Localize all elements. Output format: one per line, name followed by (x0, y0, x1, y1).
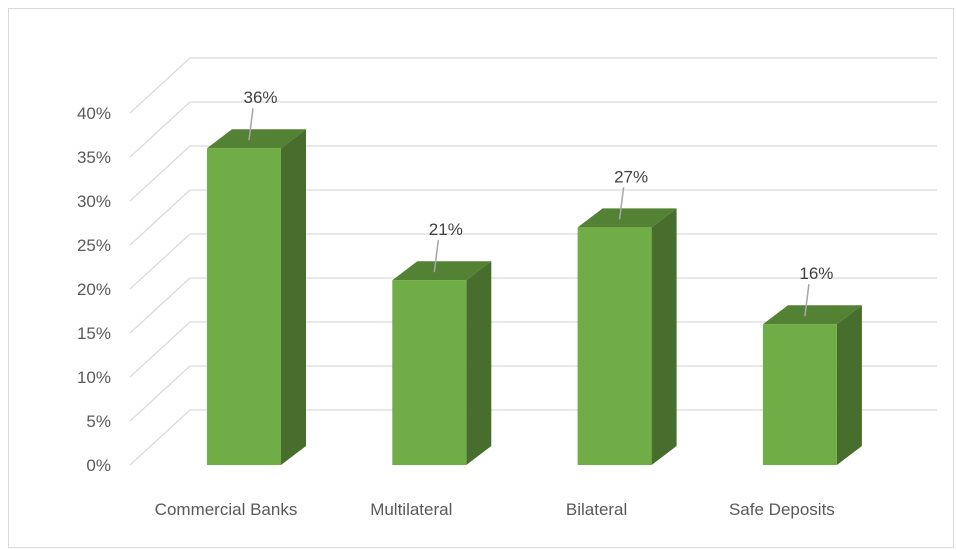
data-label-leader (618, 187, 625, 220)
gridline-diagonal-1 (129, 365, 191, 422)
y-tick-label: 15% (77, 324, 111, 343)
bar-0 (207, 129, 306, 465)
data-label-leader (433, 240, 440, 273)
gridline-diagonal-8 (129, 57, 191, 114)
y-tick-label: 10% (77, 368, 111, 387)
bar-front (392, 280, 467, 465)
gridline-diagonal-0 (129, 409, 191, 466)
bar-2 (577, 208, 677, 465)
bar-top (762, 305, 862, 325)
bar-front (577, 227, 652, 465)
bar-side (836, 305, 862, 465)
gridline-diagonal-6 (129, 145, 191, 202)
bar-side (466, 261, 492, 465)
bar-3 (762, 305, 862, 465)
y-axis-ticks: 0% 5% 10% 15% 20% 25% 30% 35% 40% (77, 104, 111, 475)
data-label: 27% (614, 167, 648, 186)
gridline-diagonal-2 (129, 321, 191, 378)
y-tick-label: 25% (77, 236, 111, 255)
bar-top (207, 129, 306, 149)
y-tick-label: 35% (77, 148, 111, 167)
y-tick-label: 30% (77, 192, 111, 211)
data-label: 36% (243, 88, 277, 107)
bar-front (762, 324, 837, 465)
gridline-diagonal-5 (129, 189, 191, 246)
gridline-diagonal-3 (129, 277, 191, 334)
y-tick-label: 5% (86, 412, 111, 431)
bar-side (651, 208, 677, 465)
y-tick-label: 40% (77, 104, 111, 123)
bar-side (281, 129, 306, 465)
category-label: Multilateral (370, 500, 452, 519)
y-tick-label: 20% (77, 280, 111, 299)
bars (207, 129, 862, 465)
bar-1 (392, 261, 492, 465)
bar-top (392, 261, 492, 281)
data-label-leader (248, 108, 254, 141)
bar-top (577, 208, 677, 228)
data-label-leader (804, 284, 810, 317)
category-label: Bilateral (566, 500, 627, 519)
y-tick-label: 0% (86, 456, 111, 475)
data-label: 21% (429, 220, 463, 239)
bar-front (207, 148, 281, 465)
gridline-diagonal-7 (129, 101, 191, 158)
category-label: Commercial Banks (155, 500, 298, 519)
data-labels: 36% 21% 27% 16% (243, 88, 833, 317)
gridline-diagonal-4 (129, 233, 191, 290)
x-axis-categories: Commercial Banks Multilateral Bilateral Saf… (155, 500, 835, 519)
data-label: 16% (799, 264, 833, 283)
category-label: Safe Deposits (729, 500, 835, 519)
